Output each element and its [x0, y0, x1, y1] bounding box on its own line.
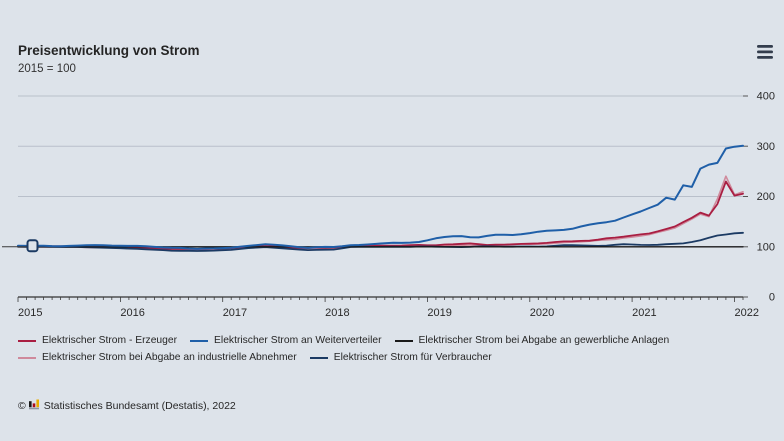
- svg-text:2016: 2016: [120, 307, 144, 319]
- svg-text:2019: 2019: [427, 307, 451, 319]
- svg-text:2022: 2022: [735, 307, 759, 319]
- svg-text:2017: 2017: [223, 307, 247, 319]
- svg-text:2015: 2015: [18, 307, 42, 319]
- svg-text:300: 300: [757, 141, 775, 153]
- svg-text:400: 400: [757, 91, 775, 103]
- svg-text:0: 0: [769, 292, 775, 304]
- svg-text:2020: 2020: [530, 307, 554, 319]
- svg-text:100: 100: [757, 241, 775, 253]
- svg-text:2021: 2021: [632, 307, 656, 319]
- svg-text:2018: 2018: [325, 307, 349, 319]
- svg-text:200: 200: [757, 191, 775, 203]
